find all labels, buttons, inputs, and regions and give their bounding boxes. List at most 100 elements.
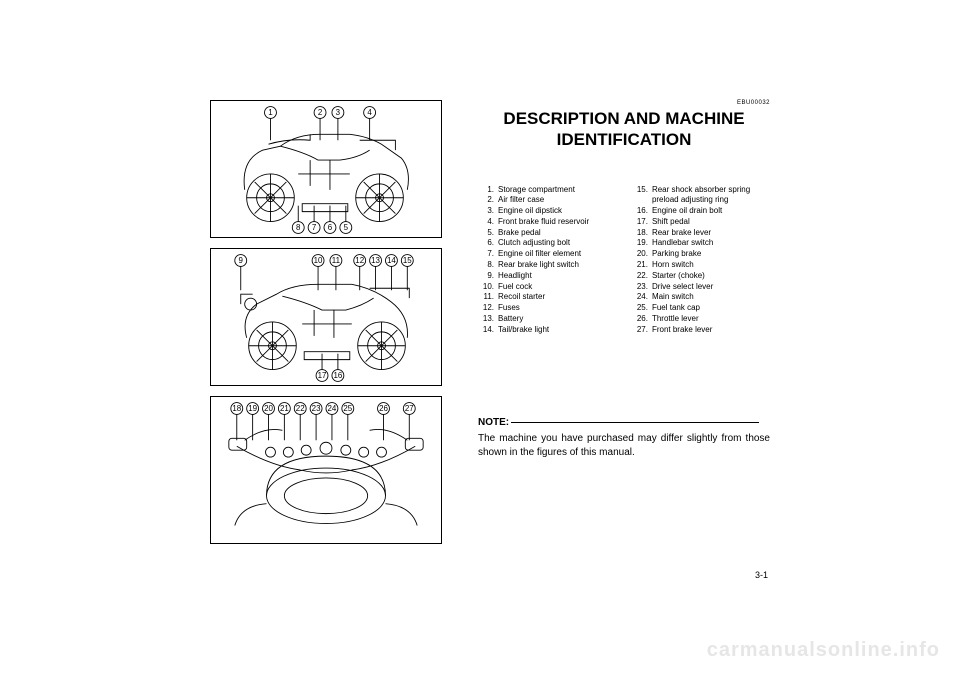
parts-item-label: Fuel cock <box>494 282 532 293</box>
parts-list-item: 3.Engine oil dipstick <box>478 206 624 217</box>
parts-list-item: 26.Throttle lever <box>632 314 770 325</box>
svg-text:5: 5 <box>344 223 349 232</box>
figure-1: 1234 8765 <box>210 100 442 238</box>
parts-item-number: 7. <box>478 249 494 260</box>
callout-27: 27 <box>403 403 415 441</box>
note-rule <box>511 422 759 423</box>
parts-list-item: 14.Tail/brake light <box>478 325 624 336</box>
callout-4: 4 <box>364 107 376 141</box>
figure-2: 9101112131415 1716 <box>210 248 442 386</box>
parts-item-label: Recoil starter <box>494 292 545 303</box>
callout-20: 20 <box>263 403 275 441</box>
title-line-2: IDENTIFICATION <box>557 130 692 149</box>
svg-text:7: 7 <box>312 223 316 232</box>
svg-text:19: 19 <box>248 404 257 413</box>
svg-text:27: 27 <box>405 404 414 413</box>
parts-list-item: 21.Horn switch <box>632 260 770 271</box>
parts-list-item: 24.Main switch <box>632 292 770 303</box>
svg-text:17: 17 <box>318 371 327 380</box>
svg-text:26: 26 <box>379 404 388 413</box>
document-code: EBU00032 <box>478 100 770 106</box>
parts-item-label: Drive select lever <box>648 282 713 293</box>
callout-13: 13 <box>370 255 382 291</box>
parts-item-label: Main switch <box>648 292 694 303</box>
parts-list-col-2: 15.Rear shock absorber spring preload ad… <box>632 185 770 336</box>
parts-item-label: Front brake lever <box>648 325 712 336</box>
parts-item-label: Engine oil filter element <box>494 249 581 260</box>
svg-text:20: 20 <box>264 404 273 413</box>
parts-list-item: 23.Drive select lever <box>632 282 770 293</box>
callout-7: 7 <box>308 206 320 234</box>
parts-item-number: 17. <box>632 217 648 228</box>
parts-item-number: 26. <box>632 314 648 325</box>
svg-text:3: 3 <box>336 108 341 117</box>
parts-item-number: 25. <box>632 303 648 314</box>
parts-item-number: 21. <box>632 260 648 271</box>
parts-item-label: Headlight <box>494 271 532 282</box>
parts-item-label: Rear brake lever <box>648 228 711 239</box>
svg-text:9: 9 <box>239 256 244 265</box>
parts-item-number: 13. <box>478 314 494 325</box>
callout-14: 14 <box>385 255 397 291</box>
atv-handlebar-diagram: 18192021222324252627 <box>211 396 441 544</box>
parts-item-number: 19. <box>632 238 648 249</box>
content-area: 1234 8765 <box>210 100 770 560</box>
parts-list-item: 12.Fuses <box>478 303 624 314</box>
callout-21: 21 <box>278 403 290 441</box>
callout-25: 25 <box>342 403 354 441</box>
parts-item-number: 10. <box>478 282 494 293</box>
callout-18: 18 <box>231 403 243 441</box>
callout-10: 10 <box>312 255 324 291</box>
callout-9: 9 <box>235 255 247 291</box>
parts-list-item: 25.Fuel tank cap <box>632 303 770 314</box>
parts-list-item: 15.Rear shock absorber spring preload ad… <box>632 185 770 207</box>
parts-item-label: Brake pedal <box>494 228 541 239</box>
parts-list-item: 6.Clutch adjusting bolt <box>478 238 624 249</box>
parts-item-number: 6. <box>478 238 494 249</box>
parts-list-item: 5.Brake pedal <box>478 228 624 239</box>
parts-item-label: Battery <box>494 314 523 325</box>
parts-item-number: 4. <box>478 217 494 228</box>
svg-text:25: 25 <box>343 404 352 413</box>
parts-item-number: 8. <box>478 260 494 271</box>
parts-list-item: 4.Front brake fluid reservoir <box>478 217 624 228</box>
parts-item-label: Fuses <box>494 303 520 314</box>
parts-list-item: 19.Handlebar switch <box>632 238 770 249</box>
svg-text:2: 2 <box>318 108 322 117</box>
parts-item-label: Clutch adjusting bolt <box>494 238 570 249</box>
parts-item-number: 14. <box>478 325 494 336</box>
parts-item-number: 18. <box>632 228 648 239</box>
parts-item-number: 15. <box>632 185 648 207</box>
parts-item-label: Shift pedal <box>648 217 690 228</box>
figures-column: 1234 8765 <box>210 100 460 560</box>
parts-list-item: 27.Front brake lever <box>632 325 770 336</box>
parts-item-label: Rear brake light switch <box>494 260 579 271</box>
svg-text:1: 1 <box>268 108 273 117</box>
parts-list-item: 1.Storage compartment <box>478 185 624 196</box>
parts-list-item: 20.Parking brake <box>632 249 770 260</box>
figure-3: 18192021222324252627 <box>210 396 442 544</box>
parts-list-col-1: 1.Storage compartment2.Air filter case3.… <box>478 185 624 336</box>
svg-text:21: 21 <box>280 404 289 413</box>
callout-1: 1 <box>265 107 277 141</box>
parts-item-number: 12. <box>478 303 494 314</box>
section-title: DESCRIPTION AND MACHINE IDENTIFICATION <box>478 108 770 151</box>
svg-text:22: 22 <box>296 404 305 413</box>
parts-item-number: 27. <box>632 325 648 336</box>
callout-26: 26 <box>378 403 390 441</box>
parts-item-label: Horn switch <box>648 260 694 271</box>
svg-text:6: 6 <box>328 223 333 232</box>
parts-item-label: Engine oil drain bolt <box>648 206 722 217</box>
note-heading: NOTE: <box>478 417 509 428</box>
parts-item-label: Starter (choke) <box>648 271 705 282</box>
svg-text:15: 15 <box>403 256 412 265</box>
parts-list-item: 11.Recoil starter <box>478 292 624 303</box>
page-number: 3-1 <box>755 570 768 580</box>
callout-23: 23 <box>310 403 322 441</box>
svg-text:18: 18 <box>232 404 241 413</box>
text-column: EBU00032 DESCRIPTION AND MACHINE IDENTIF… <box>460 100 770 560</box>
parts-item-label: Throttle lever <box>648 314 699 325</box>
svg-text:4: 4 <box>367 108 372 117</box>
parts-item-label: Front brake fluid reservoir <box>494 217 589 228</box>
svg-text:14: 14 <box>387 256 396 265</box>
